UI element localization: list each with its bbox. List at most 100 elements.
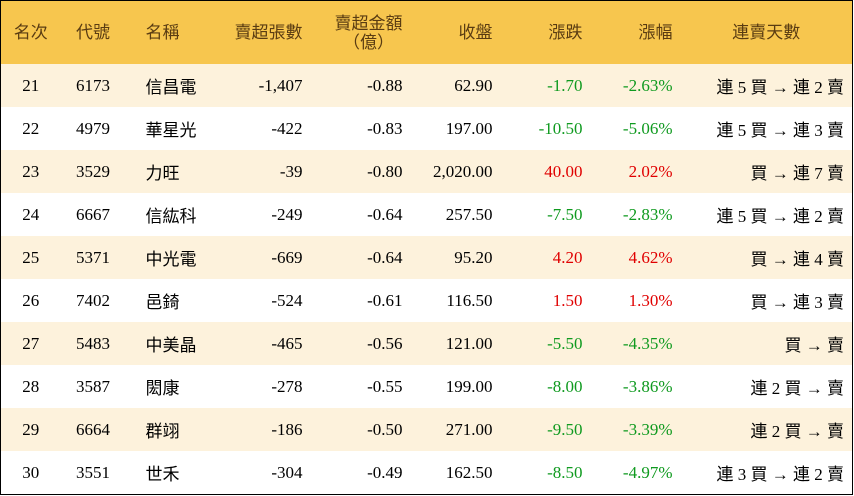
table-cell: 6664 (60, 408, 126, 451)
table-cell: 連 2 買 → 賣 (680, 408, 853, 451)
table-cell: 121.00 (410, 322, 501, 365)
table-cell: 買 → 連 4 賣 (680, 236, 853, 279)
table-cell: -1,407 (210, 64, 311, 107)
table-cell: 1.50 (552, 290, 583, 310)
table-cell: -9.50 (500, 408, 591, 451)
header-text: 賣超金額 (334, 13, 403, 33)
table-cell: 買 → 賣 (680, 322, 853, 365)
table-cell: -0.55 (367, 376, 403, 396)
table-cell: 力旺 (125, 150, 211, 193)
table-cell: -0.50 (310, 408, 411, 451)
table-row: 28 3587 閎康 -278 -0.55 199.00 -8.00 -3.86% 連 2 買 … (1, 365, 853, 408)
table-cell: -5.06% (622, 118, 673, 138)
table-cell: 21 (0, 64, 61, 107)
table-cell: 27 (0, 322, 61, 365)
table-cell: -0.64 (310, 236, 411, 279)
table-cell: 4.62% (590, 236, 681, 279)
table-cell: 買 → 連 3 賣 (750, 293, 845, 312)
table-cell: 7402 (76, 290, 110, 310)
table-cell: 1.30% (628, 290, 673, 310)
table-cell: 買 → 連 7 賣 (680, 150, 853, 193)
table-row: 21 6173 信昌電 -1,407 -0.88 62.90 -1.70 -2.63% 連 5 … (0, 64, 853, 107)
table-cell: 40.00 (500, 150, 591, 193)
table-cell: 2,020.00 (410, 150, 501, 193)
table-cell: 世禾 (145, 465, 180, 484)
header-cell: 漲幅 (590, 0, 681, 64)
table-cell: 257.50 (445, 204, 493, 224)
header-cell: 賣超金額 （億） (310, 0, 411, 64)
header-stack: 賣超金額 （億） (335, 14, 403, 52)
table-row: 29 6664 群翊 -186 -0.50 271.00 -9.50 -3.39% 連 2 買 … (0, 408, 853, 451)
table-cell: 24 (22, 204, 40, 224)
table-row: 24 6667 信紘科 -249 -0.64 257.50 -7.50 -2.83% 連 5 買… (1, 193, 853, 236)
header-cell: 收盤 (410, 0, 501, 64)
table-cell: 群翊 (125, 408, 211, 451)
table-row: 30 3551 世禾 -304 -0.49 162.50 -8.50 -4.97% 連 3 買 … (1, 451, 853, 495)
table-cell: -0.88 (310, 64, 411, 107)
table-cell: -278 (271, 376, 303, 396)
table-cell: -3.86% (622, 376, 673, 396)
table-cell: 22 (22, 118, 40, 138)
table-cell: -7.50 (547, 204, 583, 224)
table-row: 27 5483 中美晶 -465 -0.56 121.00 -5.50 -4.35% 買 → 賣 (0, 322, 853, 365)
table-cell: 25 (0, 236, 61, 279)
table-cell: 連 3 買 → 連 2 賣 (716, 465, 845, 484)
table-cell: 信紘科 (145, 207, 197, 226)
table-cell: 30 (22, 462, 40, 482)
table-cell: -0.80 (310, 150, 411, 193)
table-cell: -0.64 (367, 204, 403, 224)
table-row: 22 4979 華星光 -422 -0.83 197.00 -10.50 -5.06% 連 5 … (1, 107, 853, 150)
table-cell: 3529 (60, 150, 126, 193)
table-cell: -524 (271, 290, 303, 310)
table-cell: 中光電 (125, 236, 211, 279)
table-cell: -1.70 (500, 64, 591, 107)
table-cell: 連 5 買 → 連 3 賣 (716, 121, 845, 140)
table-cell: 5483 (60, 322, 126, 365)
table-cell: 95.20 (410, 236, 501, 279)
table-cell: 4.20 (500, 236, 591, 279)
table-cell: -249 (271, 204, 303, 224)
table-cell: 連 5 買 → 連 2 賣 (680, 64, 853, 107)
table-cell: 連 2 買 → 賣 (750, 379, 845, 398)
table-cell: 連 5 買 → 連 2 賣 (716, 207, 845, 226)
table-row: 23 3529 力旺 -39 -0.80 2,020.00 40.00 2.02% 買 → 連 … (0, 150, 853, 193)
table-cell: -4.35% (590, 322, 681, 365)
table-cell: 4979 (76, 118, 110, 138)
table-cell: -186 (210, 408, 311, 451)
table-cell: 271.00 (410, 408, 501, 451)
table-cell: -5.50 (500, 322, 591, 365)
table-cell: -2.83% (622, 204, 673, 224)
table-cell: -8.50 (547, 462, 583, 482)
header-cell: 連賣天數 (680, 0, 853, 64)
table-cell: 26 (22, 290, 40, 310)
table-cell: 6667 (76, 204, 110, 224)
table-cell: -8.00 (547, 376, 583, 396)
table-cell: -3.39% (590, 408, 681, 451)
table-body: 21 6173 信昌電 -1,407 -0.88 62.90 -1.70 -2.63% 連 5 … (0, 64, 853, 495)
table-cell: 2.02% (590, 150, 681, 193)
table-cell: -10.50 (538, 118, 583, 138)
table-cell: 162.50 (445, 462, 493, 482)
table-cell: 23 (0, 150, 61, 193)
header-cell: 漲跌 (500, 0, 591, 64)
table-cell: -2.63% (590, 64, 681, 107)
table-cell: -669 (210, 236, 311, 279)
table-cell: 116.50 (446, 290, 493, 310)
header-row: 名次 代號 名稱 賣超張數 賣超金額 （億） 收盤 漲跌 漲幅 連賣天數 (0, 0, 853, 64)
table-cell: -0.61 (367, 290, 403, 310)
table-cell: 5371 (60, 236, 126, 279)
table-cell: -39 (210, 150, 311, 193)
table-cell: 3587 (76, 376, 110, 396)
table-cell: 197.00 (445, 118, 493, 138)
header-cell: 名稱 (125, 0, 211, 64)
table-cell: -0.49 (367, 462, 403, 482)
table-cell: 閎康 (145, 379, 180, 398)
table-row: 25 5371 中光電 -669 -0.64 95.20 4.20 4.62% 買 → 連 4 … (0, 236, 853, 279)
table-cell: 3551 (76, 462, 110, 482)
table-cell: 邑錡 (145, 293, 180, 312)
header-cell: 代號 (60, 0, 126, 64)
table-cell: 華星光 (145, 121, 197, 140)
table-cell: -4.97% (622, 462, 673, 482)
